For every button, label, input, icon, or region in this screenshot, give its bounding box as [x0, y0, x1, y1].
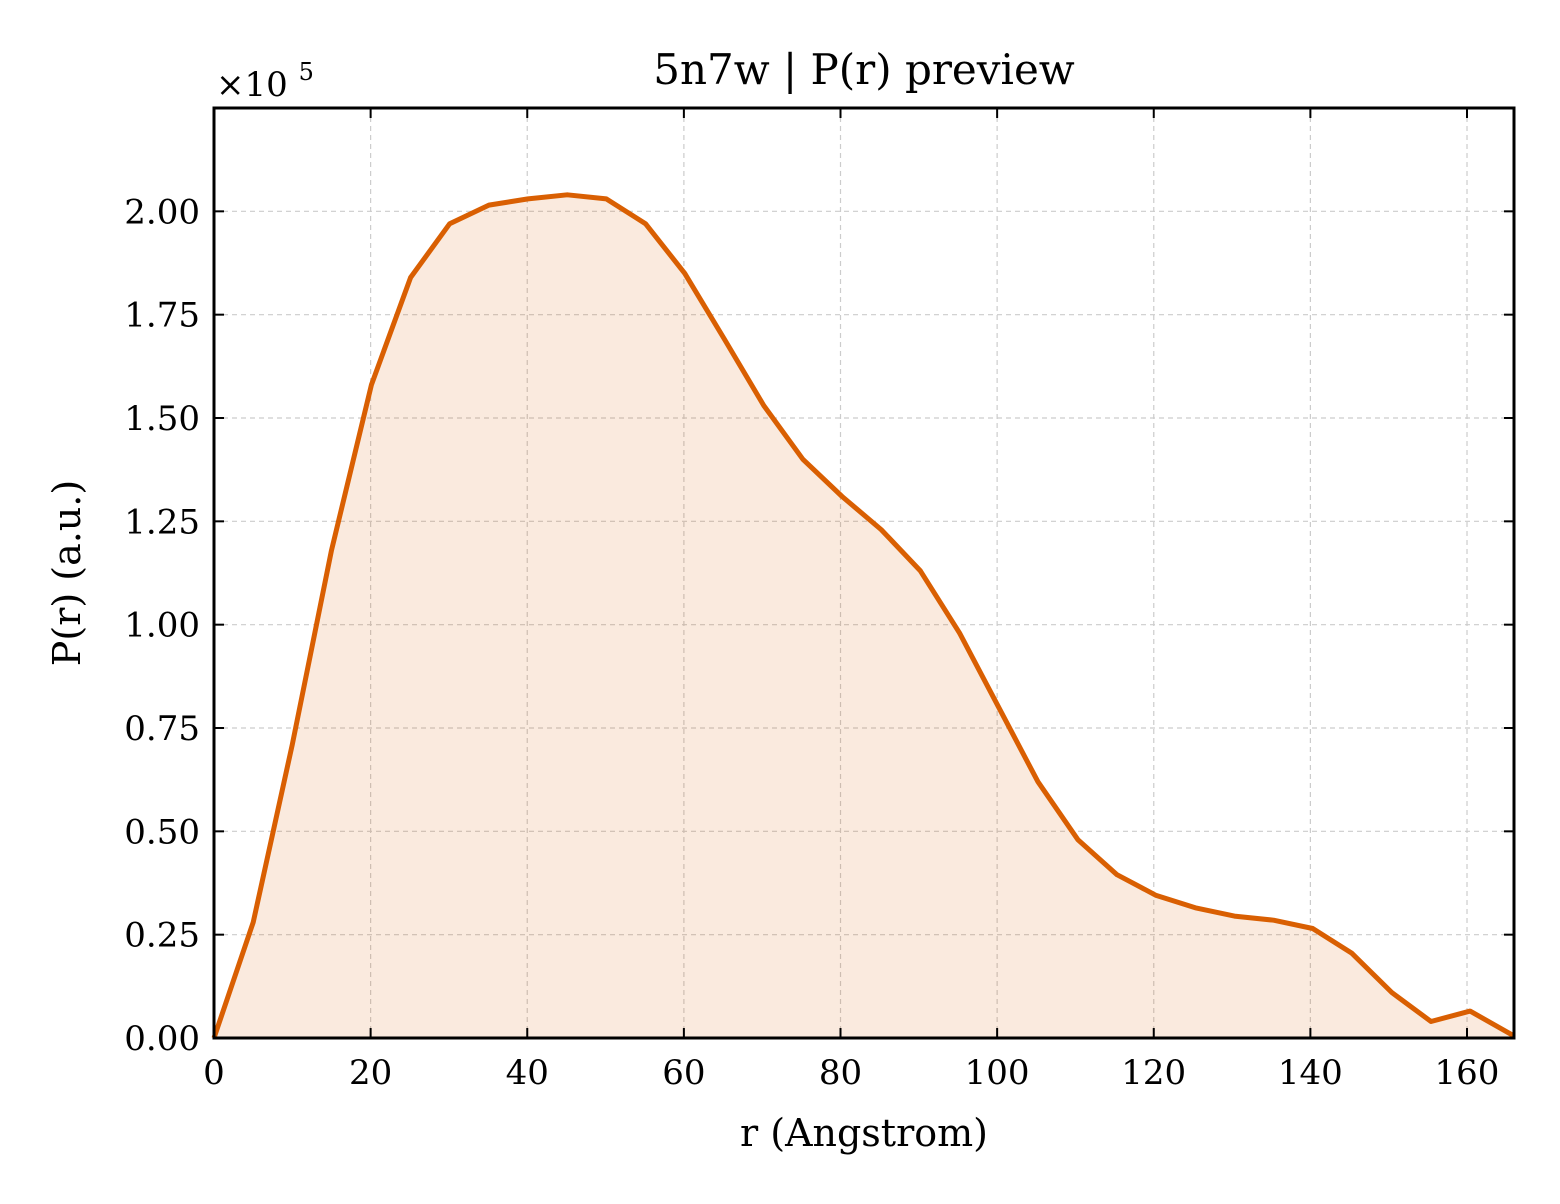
y-tick-label: 0.00: [124, 1019, 200, 1059]
y-tick-label: 1.00: [124, 606, 200, 646]
x-tick-label: 120: [1121, 1053, 1186, 1093]
y-tick-label: 2.00: [124, 192, 200, 232]
grid-layer: [213, 108, 1514, 1039]
y-axis-label: P(r) (a.u.): [45, 480, 89, 666]
x-tick-label: 100: [965, 1053, 1030, 1093]
series-line: [211, 192, 1516, 1039]
chart-title: 5n7w | P(r) preview: [653, 45, 1075, 94]
y-axis-multiplier: ×10 5: [216, 58, 314, 105]
y-tick-label: 0.75: [124, 709, 200, 749]
x-tick-label: 160: [1435, 1053, 1500, 1093]
x-tick-label: 60: [662, 1053, 705, 1093]
y-tick-label: 1.25: [124, 502, 200, 542]
tick-layer: 0 20 40 60 80 100 120 140 160 0.00 0.25 0.50 0.75 1.0…: [124, 108, 1514, 1093]
area-fill: [214, 194, 1514, 1039]
y-tick-label: 1.75: [124, 296, 200, 336]
y-tick-label: 0.25: [124, 916, 200, 956]
series-layer: [211, 192, 1516, 1039]
x-tick-label: 80: [819, 1053, 862, 1093]
y-multiplier-exponent: 5: [299, 58, 314, 86]
x-tick-label: 0: [203, 1053, 225, 1093]
x-tick-label: 40: [506, 1053, 549, 1093]
x-tick-label: 20: [349, 1053, 392, 1093]
y-tick-label: 1.50: [124, 399, 200, 439]
y-multiplier-base: ×10: [216, 65, 288, 105]
plot-frame: [212, 106, 1516, 1040]
y-tick-label: 0.50: [124, 812, 200, 852]
x-axis-label: r (Angstrom): [740, 1111, 988, 1155]
x-tick-label: 140: [1278, 1053, 1343, 1093]
label-layer: 5n7w | P(r) preview r (Angstrom) P(r) (a…: [45, 45, 1075, 1155]
